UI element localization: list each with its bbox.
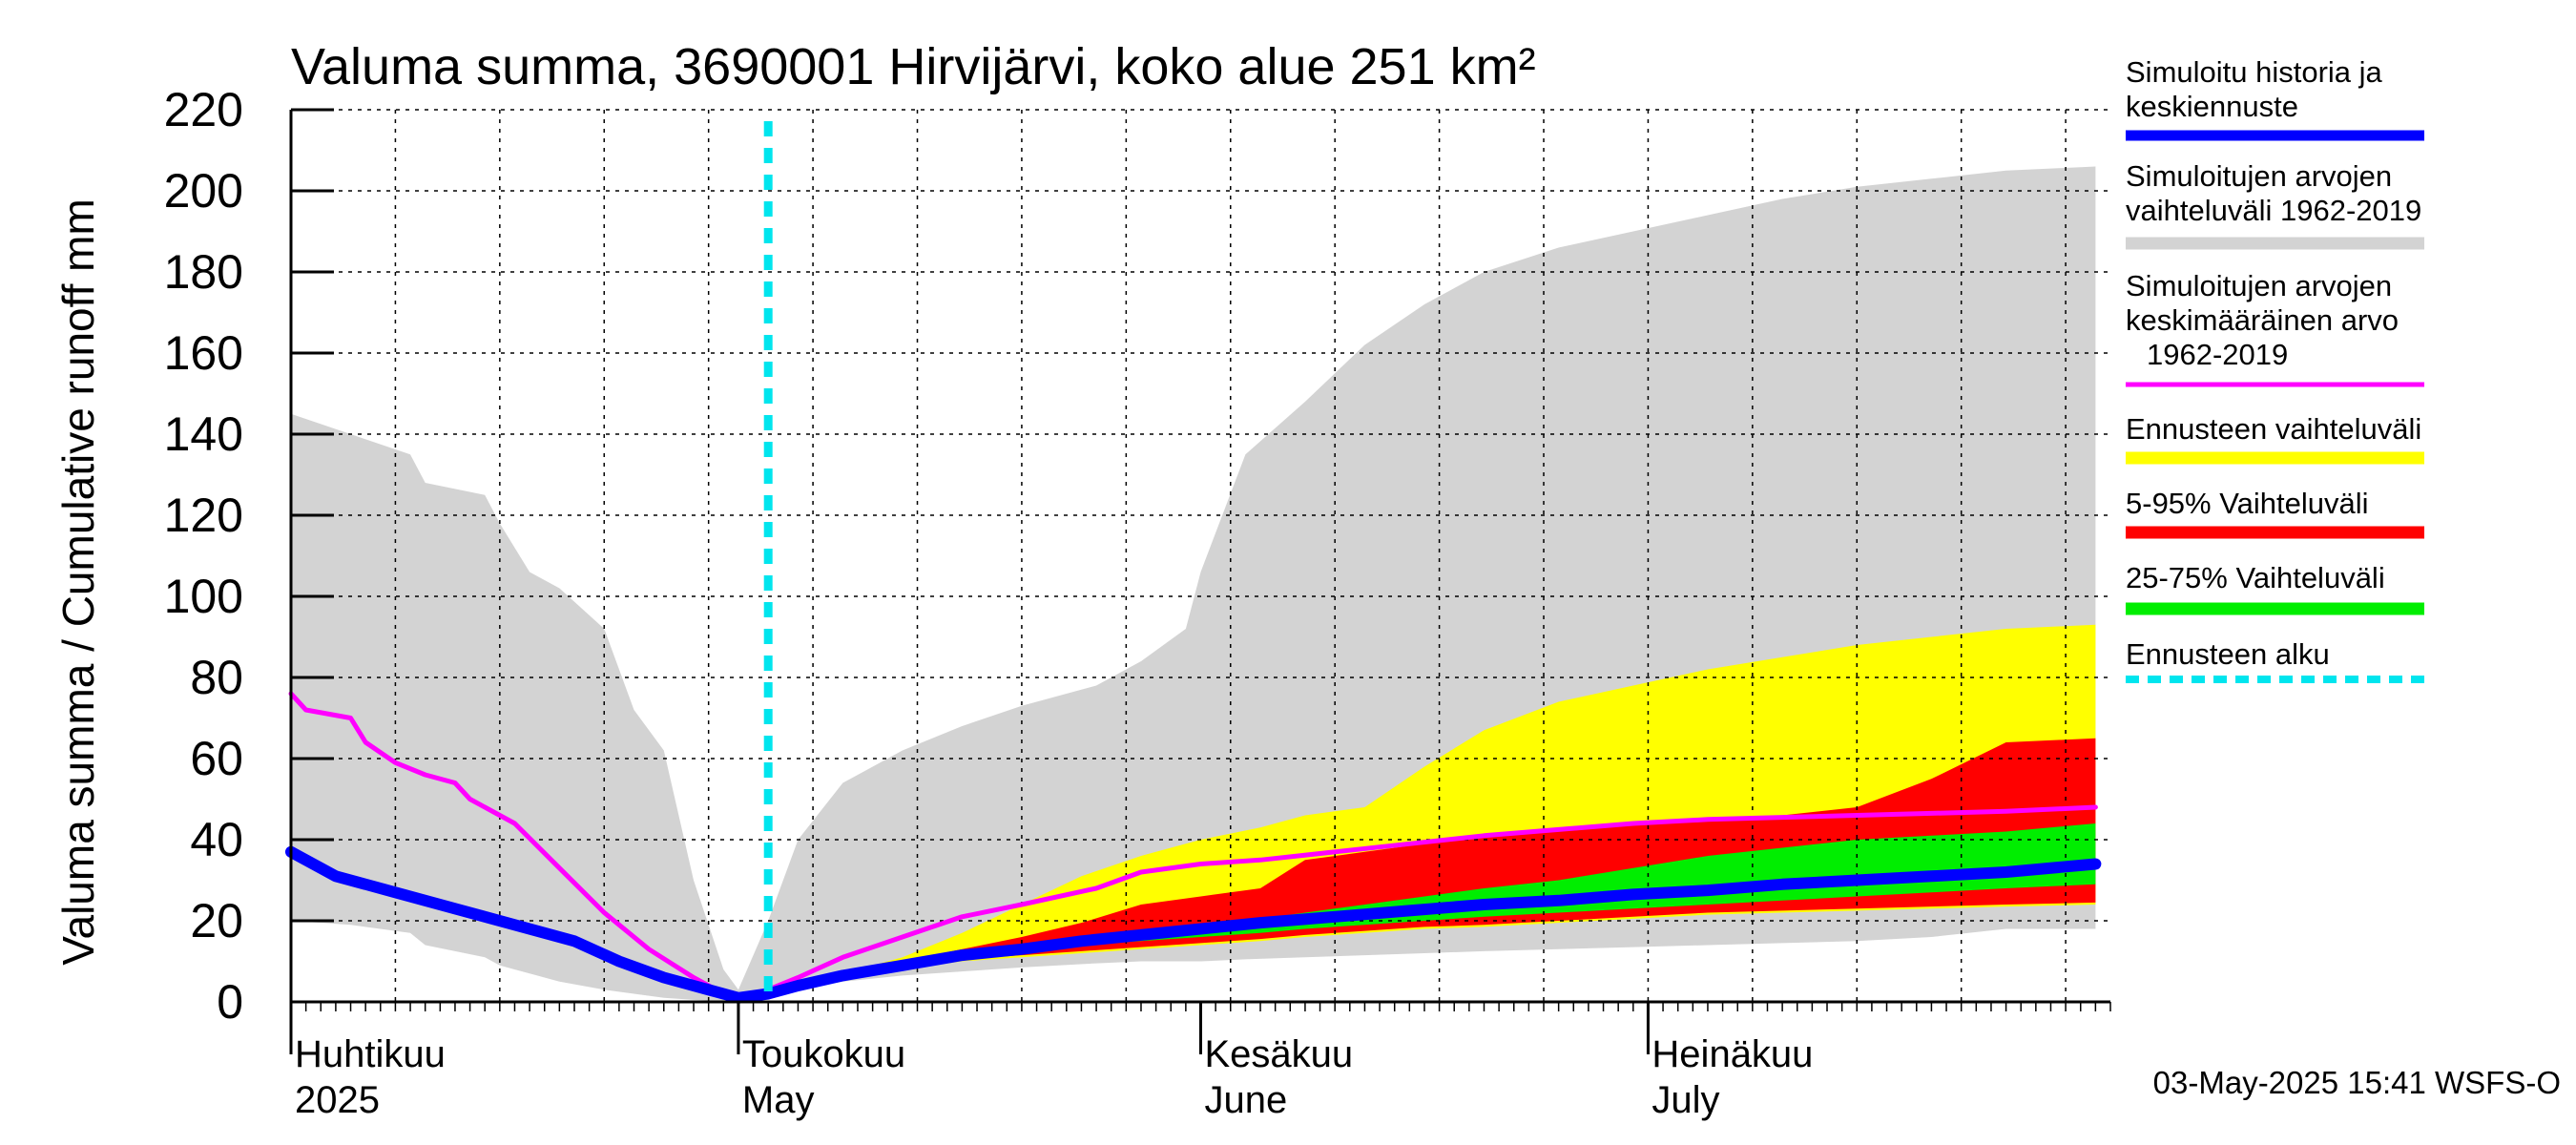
y-axis-label: Valuma summa / Cumulative runoff mm xyxy=(53,198,103,966)
y-tick-label: 180 xyxy=(164,245,243,299)
gridlines xyxy=(291,109,2110,1002)
legend-label-hist-range: Simuloitujen arvojen vaihteluväli 1962-20… xyxy=(2126,159,2421,227)
x-tick-label: June xyxy=(1205,1079,1288,1121)
legend: Simuloitu historia ja keskiennusteSimuloi… xyxy=(2126,55,2424,683)
legend-label-p25-75: 25-75% Vaihteluväli xyxy=(2126,561,2385,594)
y-tick-label: 100 xyxy=(164,570,243,623)
legend-label-line: 1962-2019 xyxy=(2147,338,2288,371)
legend-label-line: keskimääräinen arvo xyxy=(2126,303,2399,337)
legend-label-line: vaihteluväli 1962-2019 xyxy=(2126,194,2421,227)
x-tick-label: 2025 xyxy=(295,1079,380,1121)
y-tick-label: 200 xyxy=(164,164,243,218)
legend-label-hist-mean: Simuloitujen arvojen keskimääräinen arvo 1… xyxy=(2126,269,2399,371)
x-tick-label: May xyxy=(742,1079,815,1121)
legend-label-line: 25-75% Vaihteluväli xyxy=(2126,561,2385,594)
x-tick-label: Toukokuu xyxy=(742,1033,905,1075)
x-tick-label: Huhtikuu xyxy=(295,1033,446,1075)
y-tick-label: 120 xyxy=(164,489,243,542)
legend-label-line: Ennusteen vaihteluväli xyxy=(2126,412,2421,446)
plot-area: 0 20 40 60 80 100 120 140 160 180 200 220 Huhtikuu20… xyxy=(164,83,2111,1121)
legend-label-sim-mean: Simuloitu historia ja keskiennuste xyxy=(2126,55,2383,123)
legend-label-p5-95: 5-95% Vaihteluväli xyxy=(2126,487,2368,520)
legend-label-line: 5-95% Vaihteluväli xyxy=(2126,487,2368,520)
y-tick-label: 20 xyxy=(190,894,243,947)
line-sim_mean xyxy=(285,845,2102,1004)
chart-title: Valuma summa, 3690001 Hirvijärvi, koko a… xyxy=(291,38,1536,95)
legend-label-line: Simuloitu historia ja xyxy=(2126,55,2383,89)
x-tick-label: July xyxy=(1652,1079,1719,1121)
x-tick-label: Heinäkuu xyxy=(1652,1033,1813,1075)
y-tick-label: 0 xyxy=(217,975,243,1029)
timestamp: 03-May-2025 15:41 WSFS-O xyxy=(2153,1065,2561,1100)
y-tick-label: 140 xyxy=(164,407,243,461)
legend-label-fc-range: Ennusteen vaihteluväli xyxy=(2126,412,2421,446)
legend-label-line: Ennusteen alku xyxy=(2126,637,2330,671)
legend-label-line: keskiennuste xyxy=(2126,90,2298,123)
x-tick-label: Kesäkuu xyxy=(1205,1033,1354,1075)
legend-label-line: Simuloitujen arvojen xyxy=(2126,269,2392,302)
y-tick-label: 220 xyxy=(164,83,243,136)
y-tick-label: 160 xyxy=(164,326,243,380)
y-tick-label: 80 xyxy=(190,651,243,704)
legend-label-line: Simuloitujen arvojen xyxy=(2126,159,2392,193)
line-hist_mean xyxy=(288,691,2098,1003)
y-tick-label: 40 xyxy=(190,813,243,866)
y-tick-label: 60 xyxy=(190,732,243,785)
band-p5_95 xyxy=(768,738,2096,998)
legend-label-forecast-start: Ennusteen alku xyxy=(2126,637,2330,671)
